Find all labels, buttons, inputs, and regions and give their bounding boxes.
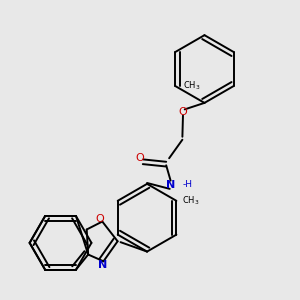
Text: O: O (178, 107, 188, 117)
Text: CH$_3$: CH$_3$ (182, 194, 200, 207)
Text: O: O (135, 153, 144, 163)
Text: N: N (166, 180, 175, 190)
Text: -H: -H (182, 180, 192, 189)
Text: N: N (98, 260, 107, 270)
Text: O: O (96, 214, 104, 224)
Text: CH$_3$: CH$_3$ (182, 80, 200, 92)
